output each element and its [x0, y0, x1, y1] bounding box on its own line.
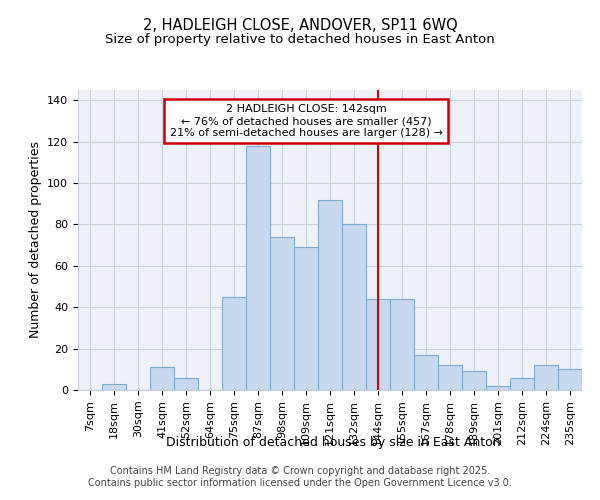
Text: Distribution of detached houses by size in East Anton: Distribution of detached houses by size …: [166, 436, 500, 449]
Text: Size of property relative to detached houses in East Anton: Size of property relative to detached ho…: [105, 32, 495, 46]
Bar: [486, 386, 510, 390]
Bar: [174, 378, 198, 390]
Text: Contains HM Land Registry data © Crown copyright and database right 2025.
Contai: Contains HM Land Registry data © Crown c…: [88, 466, 512, 487]
Bar: [294, 247, 318, 390]
Bar: [558, 370, 582, 390]
Y-axis label: Number of detached properties: Number of detached properties: [29, 142, 41, 338]
Text: 2 HADLEIGH CLOSE: 142sqm
← 76% of detached houses are smaller (457)
21% of semi-: 2 HADLEIGH CLOSE: 142sqm ← 76% of detach…: [170, 104, 443, 138]
Bar: [390, 299, 414, 390]
Bar: [102, 384, 126, 390]
Bar: [246, 146, 270, 390]
Bar: [342, 224, 366, 390]
Text: 2, HADLEIGH CLOSE, ANDOVER, SP11 6WQ: 2, HADLEIGH CLOSE, ANDOVER, SP11 6WQ: [143, 18, 457, 32]
Bar: [462, 372, 486, 390]
Bar: [438, 365, 462, 390]
Bar: [222, 297, 246, 390]
Bar: [534, 365, 558, 390]
Bar: [510, 378, 534, 390]
Bar: [150, 367, 174, 390]
Bar: [270, 237, 294, 390]
Bar: [366, 299, 390, 390]
Bar: [414, 355, 438, 390]
Bar: [318, 200, 342, 390]
